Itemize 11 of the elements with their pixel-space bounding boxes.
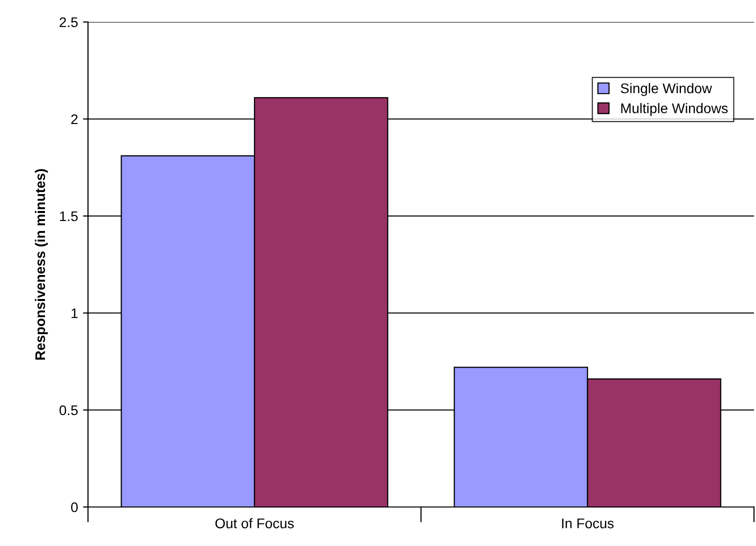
y-tick-label: 0 [71,502,78,512]
y-tick-label: 1.5 [60,211,78,222]
y-tick-label: 0.5 [60,405,78,416]
legend-label: Single Window [620,83,712,96]
x-tick-label: Out of Focus [215,518,294,528]
y-tick-label: 2 [71,114,78,124]
x-tick-label: In Focus [562,518,614,528]
legend-label: Multiple Windows [621,103,728,116]
y-tick-label: 1 [72,308,78,318]
y-tick-label: 2.5 [60,17,78,28]
y-axis-title: Responsiveness (in minutes) [34,169,48,360]
